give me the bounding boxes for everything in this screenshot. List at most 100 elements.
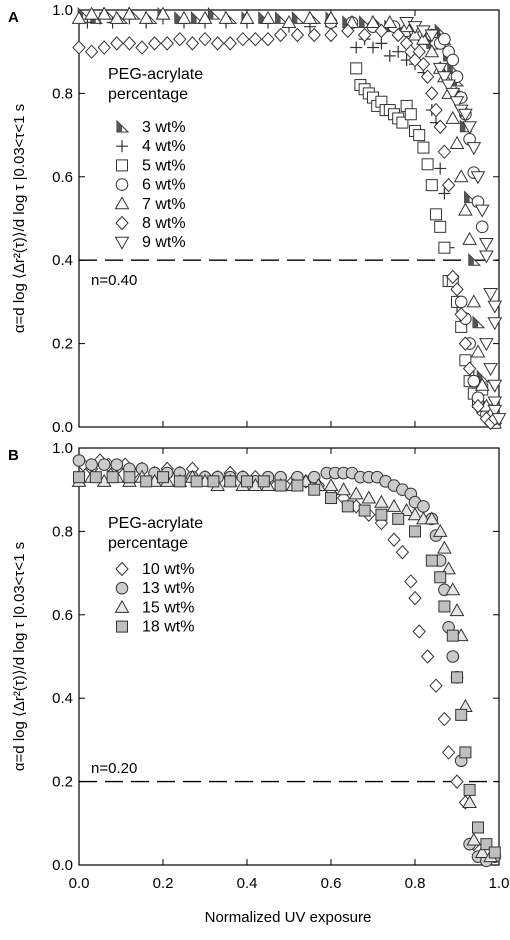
data-point-fill bbox=[464, 191, 470, 203]
data-point bbox=[275, 11, 288, 24]
data-point bbox=[344, 14, 360, 29]
series-6-wt- bbox=[324, 16, 502, 425]
data-point bbox=[207, 475, 220, 488]
data-point bbox=[479, 250, 494, 264]
data-point bbox=[455, 708, 468, 721]
data-point bbox=[408, 590, 422, 606]
data-point bbox=[437, 540, 452, 554]
panel-letter: A bbox=[8, 9, 19, 26]
data-point bbox=[72, 40, 86, 55]
data-point bbox=[110, 458, 124, 471]
data-point bbox=[446, 650, 460, 663]
legend-marker bbox=[114, 599, 130, 613]
y-axis-label: α=d log ⟨Δr²(τ)⟩/d log τ |0.03<τ<1 s bbox=[11, 104, 28, 333]
series-7-wt- bbox=[71, 6, 503, 425]
data-point bbox=[84, 6, 99, 20]
legend-entry: 5 wt% bbox=[142, 157, 186, 174]
data-point bbox=[291, 11, 305, 24]
data-point bbox=[417, 500, 430, 513]
data-point bbox=[325, 492, 337, 505]
data-point bbox=[84, 44, 99, 59]
data-point bbox=[274, 479, 287, 492]
legend-entry: 6 wt% bbox=[142, 177, 186, 194]
data-point bbox=[472, 315, 486, 329]
legend-entry: 4 wt% bbox=[142, 138, 186, 155]
data-point bbox=[323, 10, 339, 24]
data-point bbox=[458, 108, 473, 122]
data-point bbox=[281, 14, 297, 29]
data-point bbox=[441, 745, 456, 760]
data-point bbox=[470, 171, 486, 185]
data-point bbox=[450, 774, 464, 789]
data-point bbox=[438, 600, 451, 613]
data-point bbox=[462, 361, 477, 376]
data-point bbox=[307, 470, 321, 484]
data-point bbox=[487, 317, 503, 331]
data-point bbox=[399, 503, 414, 517]
data-point bbox=[487, 300, 503, 314]
data-point bbox=[157, 471, 169, 484]
data-point-fill bbox=[447, 62, 453, 74]
data-point bbox=[424, 29, 440, 43]
data-point bbox=[110, 36, 124, 51]
data-point bbox=[446, 629, 459, 642]
data-point bbox=[210, 36, 225, 51]
data-point bbox=[241, 475, 253, 488]
data-point bbox=[432, 523, 448, 537]
data-point bbox=[437, 71, 452, 85]
data-point bbox=[466, 832, 482, 846]
data-point bbox=[471, 398, 485, 414]
legend-marker bbox=[115, 178, 129, 191]
data-point bbox=[483, 363, 498, 377]
data-point-fill bbox=[359, 16, 365, 28]
data-point bbox=[488, 846, 501, 859]
data-point bbox=[357, 27, 372, 43]
data-point bbox=[451, 671, 463, 684]
data-point bbox=[383, 49, 396, 62]
data-point bbox=[96, 6, 112, 20]
data-point bbox=[341, 23, 355, 39]
data-point bbox=[72, 454, 86, 467]
data-point bbox=[138, 10, 154, 24]
data-point bbox=[395, 545, 410, 560]
data-point bbox=[407, 27, 423, 41]
data-point bbox=[459, 746, 472, 759]
data-point bbox=[248, 31, 263, 47]
data-point bbox=[382, 14, 398, 29]
y-tick-label: 1.0 bbox=[52, 440, 73, 457]
data-point bbox=[122, 36, 137, 51]
data-point bbox=[341, 500, 354, 513]
data-point bbox=[459, 354, 472, 367]
legend-marker bbox=[116, 119, 130, 133]
data-point bbox=[479, 338, 494, 352]
data-point bbox=[425, 86, 439, 101]
data-point bbox=[421, 158, 434, 171]
data-point bbox=[409, 525, 421, 538]
data-point bbox=[441, 79, 456, 93]
data-point bbox=[454, 295, 468, 309]
legend-entry: 8 wt% bbox=[142, 215, 186, 232]
series-18-wt- bbox=[73, 471, 501, 859]
data-point bbox=[449, 96, 465, 110]
data-point bbox=[487, 396, 503, 410]
data-point bbox=[445, 87, 461, 101]
data-point bbox=[147, 36, 162, 51]
data-point bbox=[224, 475, 237, 488]
panel-a: A 0.0 0.2 0.4 0.6 0.8 1.0 n=0.40 α=d log ⟨Δr²(τ)… bbox=[8, 2, 507, 436]
reference-line-label: n=0.20 bbox=[91, 760, 137, 777]
data-point bbox=[350, 62, 363, 75]
data-point bbox=[466, 294, 482, 308]
data-point-fill bbox=[473, 316, 478, 328]
data-point bbox=[413, 129, 426, 142]
data-point bbox=[273, 27, 288, 43]
data-point bbox=[425, 179, 438, 192]
data-point bbox=[407, 507, 423, 521]
data-point bbox=[386, 498, 402, 512]
y-tick-label: 0.6 bbox=[52, 607, 73, 624]
data-point bbox=[173, 475, 186, 488]
data-point bbox=[462, 121, 477, 135]
data-point bbox=[387, 532, 401, 547]
data-point bbox=[446, 269, 460, 285]
data-point bbox=[475, 220, 489, 234]
